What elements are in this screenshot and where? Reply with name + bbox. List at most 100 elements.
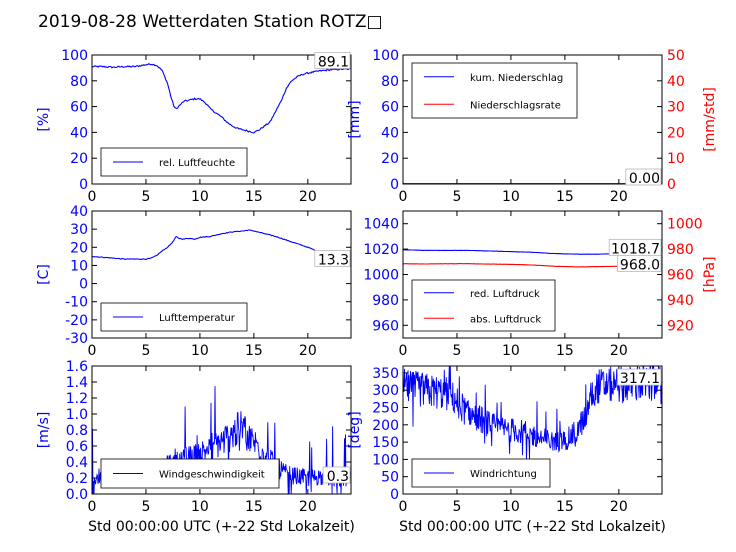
chart-precip: 0 5 10 15 20 0 20 40 60 80 100 0 10 20 30 40 50 [mm] [mm/s…: [347, 48, 718, 205]
x-tick-label: 0: [399, 343, 408, 359]
x-tick-label: 20: [299, 189, 317, 205]
y-tick-label: 100: [372, 452, 399, 468]
x-tick-label: 10: [191, 499, 209, 515]
series-line-1: [92, 229, 351, 261]
y-tick-label: 960: [372, 318, 399, 334]
last-value-label: 0.3: [327, 469, 349, 485]
legend: red. Luftdruck abs. Luftdruck: [411, 279, 556, 332]
legend: Windgeschwindigkeit: [100, 458, 280, 489]
x-tick-label: 0: [88, 499, 97, 515]
legend-box: [411, 62, 578, 119]
last-value-label-box: [322, 466, 351, 484]
y-tick-label: 980: [372, 293, 399, 309]
legend-label: rel. Luftfeuchte: [159, 158, 235, 169]
legend: kum. Niederschlag Niederschlagsrate: [411, 62, 578, 119]
y-axis-label: [C]: [36, 264, 52, 285]
legend-label: abs. Luftdruck: [470, 314, 541, 325]
y-right-axis-label: [mm/std]: [702, 87, 718, 152]
legend-label: Windrichtung: [470, 469, 537, 480]
y-tick-label: -10: [65, 295, 88, 311]
y-tick-label: -30: [65, 331, 88, 347]
y-tick-label: 40: [70, 204, 88, 220]
last-value-label: 89.1: [318, 54, 349, 70]
y-tick-label: 100: [61, 48, 88, 64]
plot-frame: [402, 365, 663, 495]
x-tick-label: 0: [399, 499, 408, 515]
y-right-tick-label: 40: [667, 74, 685, 90]
last-value-label-box: [617, 368, 662, 386]
y-tick-label: 1040: [363, 217, 399, 233]
x-axis-label: Std 00:00:00 UTC (+-22 Std Lokalzeit): [399, 519, 666, 535]
y-tick-label: 0: [390, 487, 399, 503]
y-tick-label: 30: [70, 222, 88, 238]
y-tick-label: 50: [381, 470, 399, 486]
y-right-tick-label: 960: [667, 268, 694, 284]
legend-box: [411, 279, 556, 332]
y-tick-label: 200: [372, 418, 399, 434]
legend-label: red. Luftdruck: [470, 289, 540, 300]
x-tick-label: 15: [556, 499, 574, 515]
y-tick-label: 250: [372, 401, 399, 417]
y-tick-label: 0.6: [66, 439, 88, 455]
y-right-tick-label: 30: [667, 100, 685, 116]
plot-frame: [91, 210, 352, 339]
y-tick-label: 10: [70, 258, 88, 274]
x-tick-label: 15: [245, 189, 263, 205]
last-value-label-box: [625, 168, 662, 186]
legend: rel. Luftfeuchte: [100, 147, 248, 177]
x-tick-label: 5: [452, 499, 461, 515]
x-tick-label: 20: [299, 499, 317, 515]
x-tick-label: 20: [610, 343, 628, 359]
last-value-label-right: 968.0: [620, 257, 660, 273]
y-tick-label: 20: [381, 151, 399, 167]
y-axis-label: [%]: [36, 107, 52, 131]
last-value-label: 1018.7: [611, 241, 660, 257]
chart-temperature: 0 5 10 15 20 -30 -20 -10 0 10 20 30 40 [C] Lufttempera…: [36, 204, 352, 359]
x-tick-label: 5: [141, 499, 150, 515]
y-tick-label: 1000: [363, 268, 399, 284]
x-tick-label: 20: [299, 343, 317, 359]
y-tick-label: 40: [381, 125, 399, 141]
legend-label: Lufttemperatur: [159, 313, 236, 324]
y-tick-label: 300: [372, 383, 399, 399]
y-tick-label: 0: [79, 177, 88, 193]
legend: Windrichtung: [411, 458, 551, 488]
x-tick-label: 10: [502, 189, 520, 205]
series-line-1: [92, 63, 351, 134]
x-tick-label: 20: [610, 499, 628, 515]
x-tick-label: 10: [191, 343, 209, 359]
plot-frame: [402, 54, 663, 185]
y-right-tick-label: 50: [667, 48, 685, 64]
y-tick-label: 150: [372, 435, 399, 451]
last-value-label-right-box: [617, 254, 662, 272]
x-tick-label: 5: [141, 343, 150, 359]
y-right-tick-label: 0: [667, 177, 676, 193]
y-right-tick-label: 1000: [667, 217, 703, 233]
x-tick-label: 15: [245, 343, 263, 359]
last-value-label-box: [314, 52, 351, 69]
y-tick-label: 0: [390, 177, 399, 193]
chart-humidity: 0 5 10 15 20 0 20 40 60 80 100 [%] rel. Luftfeuchte 8…: [36, 48, 352, 205]
y-right-tick-label: 940: [667, 293, 694, 309]
y-tick-label: 40: [70, 125, 88, 141]
chart-wind: 0 5 10 15 20 0.00.20.40.60.81.01.21.41.6 [m/s]…: [36, 359, 355, 535]
x-axis-label: Std 00:00:00 UTC (+-22 Std Lokalzeit): [88, 519, 355, 535]
x-tick-label: 15: [245, 499, 263, 515]
y-tick-label: 20: [70, 240, 88, 256]
y-axis-label: [deg]: [347, 411, 363, 448]
series-line-1: [403, 366, 662, 462]
x-tick-label: 5: [141, 189, 150, 205]
legend: Lufttemperatur: [100, 302, 248, 332]
legend-label: Niederschlagsrate: [470, 100, 561, 111]
y-right-tick-label: 920: [667, 318, 694, 334]
y-right-tick-label: 20: [667, 125, 685, 141]
y-axis-label: [m/s]: [36, 412, 52, 449]
last-value-label: 317.1: [620, 371, 660, 387]
x-tick-label: 15: [556, 343, 574, 359]
y-tick-label: 20: [70, 151, 88, 167]
x-tick-label: 20: [610, 189, 628, 205]
y-right-tick-label: 10: [667, 151, 685, 167]
last-value-label-box: [314, 250, 351, 267]
